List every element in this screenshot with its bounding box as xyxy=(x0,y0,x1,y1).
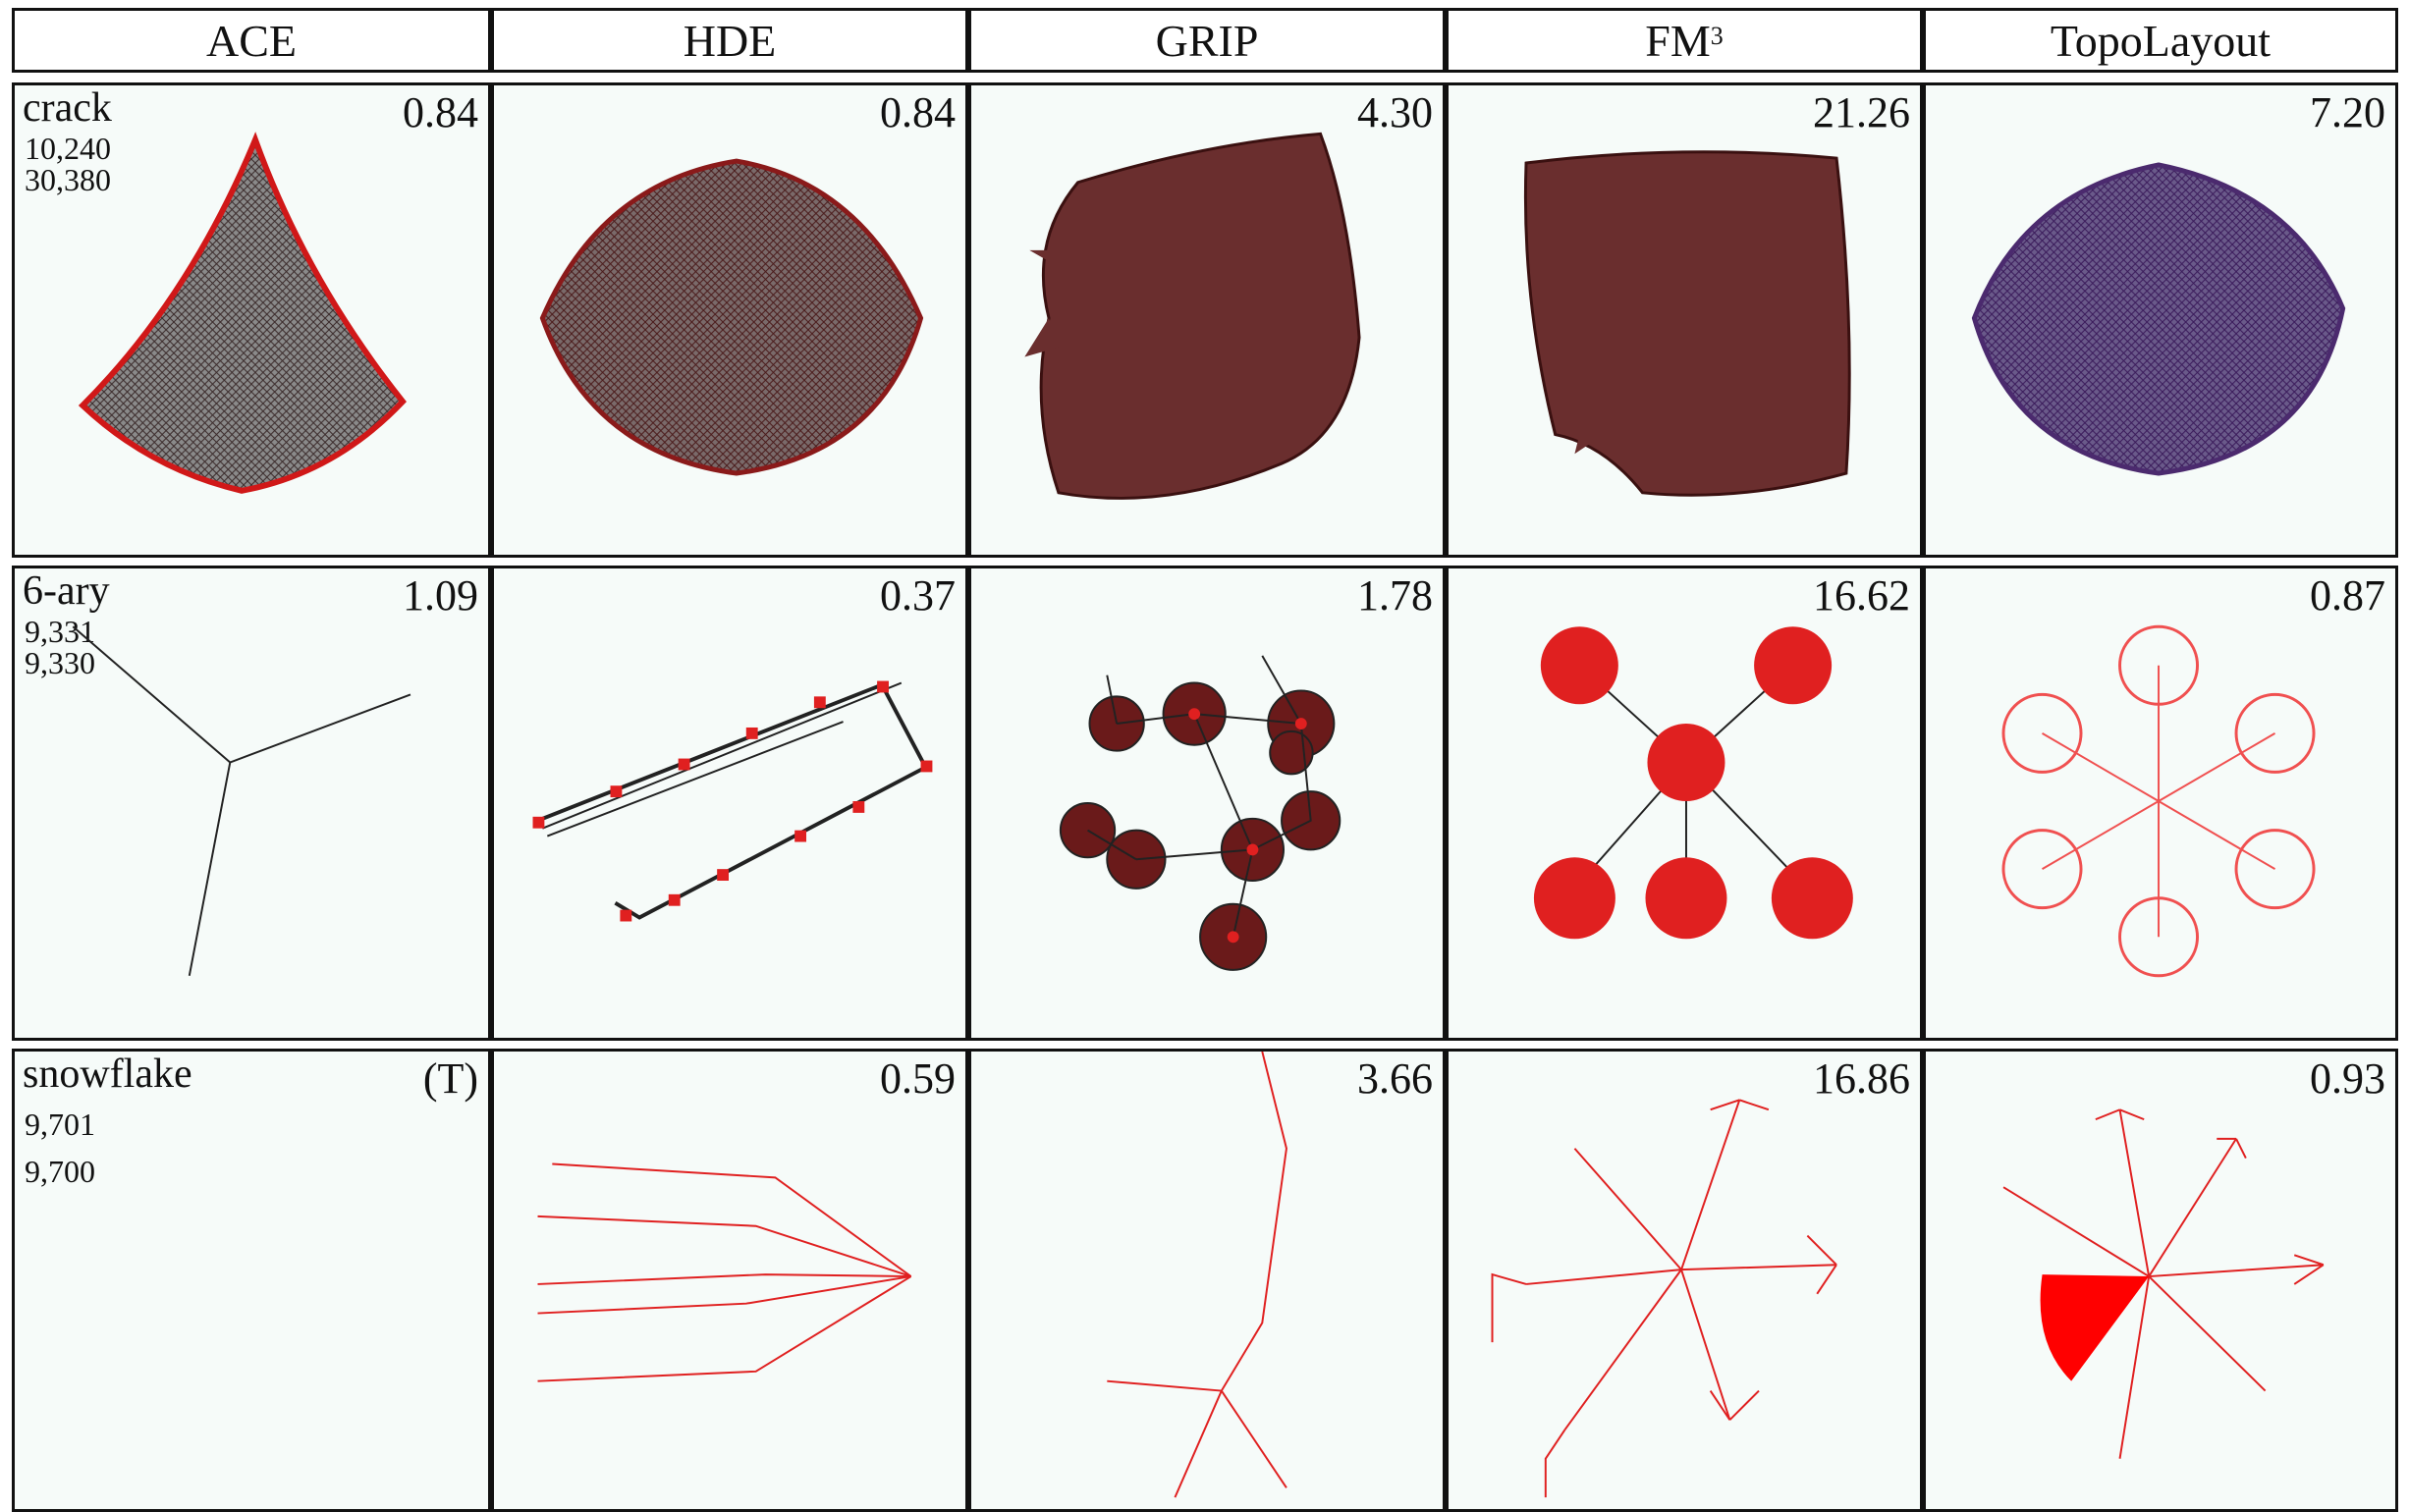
runtime: (T) xyxy=(422,1054,478,1103)
runtime: 4.30 xyxy=(1357,88,1433,136)
edge-count: 9,330 xyxy=(25,645,95,680)
cell-snowflake-topolayout: 0.93 xyxy=(1923,1049,2398,1512)
col-header-grip: GRIP xyxy=(968,8,1446,73)
runtime: 0.87 xyxy=(2310,571,2385,620)
col-header-ace: ACE xyxy=(12,8,491,73)
vertex-count: 9,701 xyxy=(25,1107,95,1142)
col-header-topolayout: TopoLayout xyxy=(1923,8,2398,73)
cell-snowflake-fm3: 16.86 xyxy=(1446,1049,1923,1512)
layout-drawing xyxy=(1491,1099,1837,1498)
col-header-hde: HDE xyxy=(491,8,968,73)
vertex-count: 10,240 xyxy=(25,131,111,166)
runtime: 0.84 xyxy=(880,88,956,136)
cell-crack-topolayout: 7.20 xyxy=(1923,82,2398,558)
layout-drawing xyxy=(2002,1108,2325,1459)
cell-crack-grip: 4.30 xyxy=(968,82,1446,558)
runtime: 21.26 xyxy=(1813,88,1910,136)
runtime: 16.86 xyxy=(1813,1054,1910,1103)
cell-6ary-topolayout: 0.87 xyxy=(1923,566,2398,1041)
runtime: 7.20 xyxy=(2310,88,2385,136)
layout-drawing xyxy=(1533,626,1853,940)
cell-6ary-ace: 6-ary 9,331 9,330 1.09 xyxy=(12,566,491,1041)
layout-drawing xyxy=(1523,150,1851,497)
layout-drawing xyxy=(72,625,411,976)
graph-name: snowflake xyxy=(23,1052,192,1097)
runtime: 16.62 xyxy=(1813,571,1910,620)
vertex-count: 9,331 xyxy=(25,614,95,649)
layout-drawing xyxy=(1971,162,2346,476)
graph-name: crack xyxy=(23,85,112,131)
runtime: 0.37 xyxy=(880,571,956,620)
edge-count: 9,700 xyxy=(25,1154,95,1189)
runtime: 1.09 xyxy=(403,571,478,620)
layout-drawing xyxy=(539,158,924,476)
layout-drawing xyxy=(537,1162,912,1382)
graph-name: 6-ary xyxy=(23,568,110,614)
layout-drawing xyxy=(1059,655,1341,971)
cell-6ary-hde: 0.37 xyxy=(491,566,968,1041)
edge-count: 30,380 xyxy=(25,162,111,197)
results-table: ACE HDE GRIP FM 3 TopoLayout crack 10,240… xyxy=(12,8,2398,1512)
runtime: 0.84 xyxy=(403,88,478,136)
runtime: 3.66 xyxy=(1357,1054,1433,1103)
cell-crack-hde: 0.84 xyxy=(491,82,968,558)
layout-drawing xyxy=(1024,132,1361,500)
layout-drawing xyxy=(2001,624,2316,978)
layout-drawing xyxy=(1107,1052,1287,1498)
runtime: 1.78 xyxy=(1357,571,1433,620)
runtime: 0.59 xyxy=(880,1054,956,1103)
runtime: 0.93 xyxy=(2310,1054,2385,1103)
layout-drawing xyxy=(532,680,933,922)
cell-crack-fm3: 21.26 xyxy=(1446,82,1923,558)
cell-snowflake-hde: 0.59 xyxy=(491,1049,968,1512)
cell-snowflake-ace: snowflake 9,701 9,700 (T) xyxy=(12,1049,491,1512)
col-header-fm3: FM 3 xyxy=(1446,8,1923,73)
cell-snowflake-grip: 3.66 xyxy=(968,1049,1446,1512)
cell-6ary-fm3: 16.62 xyxy=(1446,566,1923,1041)
cell-6ary-grip: 1.78 xyxy=(968,566,1446,1041)
layout-drawing xyxy=(78,132,407,494)
cell-crack-ace: crack 10,240 30,380 0.84 xyxy=(12,82,491,558)
